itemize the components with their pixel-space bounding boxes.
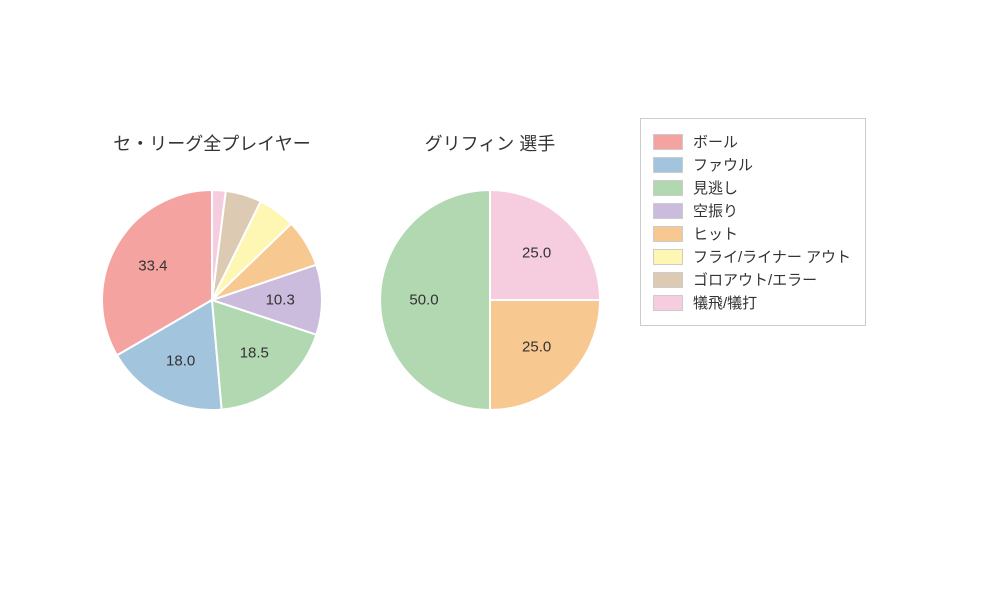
legend-item-hit: ヒット	[653, 223, 851, 244]
pie-label-league-ball: 33.4	[138, 258, 167, 275]
legend-label-ball: ボール	[693, 131, 738, 152]
pie-label-player-look: 50.0	[409, 292, 438, 309]
legend-item-look: 見逃し	[653, 177, 851, 198]
pie-label-player-hit: 25.0	[522, 338, 551, 355]
legend-label-swing_miss: 空振り	[693, 200, 738, 221]
legend: ボールファウル見逃し空振りヒットフライ/ライナー アウトゴロアウト/エラー犠飛/…	[640, 118, 866, 326]
legend-item-sac: 犠飛/犠打	[653, 292, 851, 313]
legend-item-ground_err: ゴロアウト/エラー	[653, 269, 851, 290]
legend-label-fly_liner: フライ/ライナー アウト	[693, 246, 851, 267]
legend-label-look: 見逃し	[693, 177, 738, 198]
legend-swatch-hit	[653, 226, 683, 242]
pie-slice-league-hit	[212, 224, 316, 300]
legend-item-swing_miss: 空振り	[653, 200, 851, 221]
legend-item-ball: ボール	[653, 131, 851, 152]
legend-swatch-look	[653, 180, 683, 196]
legend-swatch-ball	[653, 134, 683, 150]
pie-label-player-sac: 25.0	[522, 245, 551, 262]
chart-title-player: グリフィン 選手	[340, 130, 640, 156]
pie-slice-league-ground_err	[212, 191, 261, 300]
legend-swatch-foul	[653, 157, 683, 173]
pie-label-league-swing_miss: 10.3	[266, 291, 295, 308]
legend-label-foul: ファウル	[693, 154, 753, 175]
legend-label-hit: ヒット	[693, 223, 738, 244]
legend-swatch-sac	[653, 295, 683, 311]
legend-swatch-fly_liner	[653, 249, 683, 265]
pie-label-league-foul: 18.0	[166, 352, 195, 369]
chart-stage: セ・リーグ全プレイヤー 33.4 18.0 18.5 10.3 グリフィン 選手 50.0 2…	[0, 0, 1000, 600]
pie-slice-league-sac	[212, 190, 226, 300]
legend-swatch-ground_err	[653, 272, 683, 288]
legend-item-fly_liner: フライ/ライナー アウト	[653, 246, 851, 267]
pie-label-league-look: 18.5	[240, 345, 269, 362]
legend-label-ground_err: ゴロアウト/エラー	[693, 269, 817, 290]
pie-slice-league-fly_liner	[212, 201, 291, 300]
chart-title-league: セ・リーグ全プレイヤー	[62, 130, 362, 156]
legend-swatch-swing_miss	[653, 203, 683, 219]
legend-item-foul: ファウル	[653, 154, 851, 175]
legend-label-sac: 犠飛/犠打	[693, 292, 757, 313]
